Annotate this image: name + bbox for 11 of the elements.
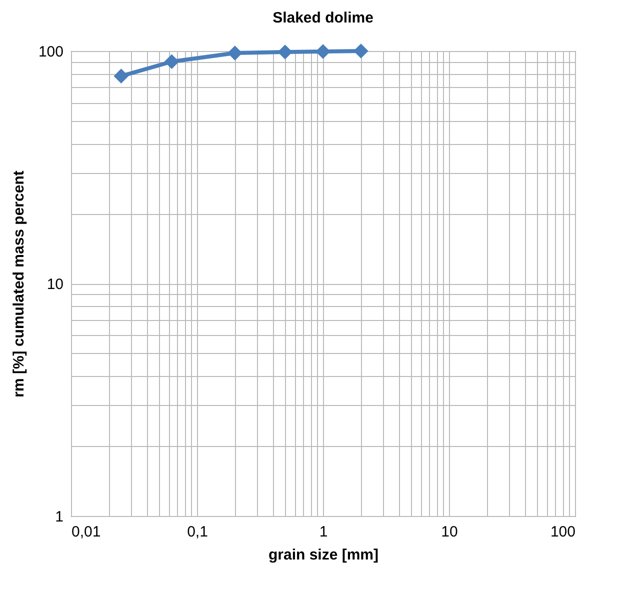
x-tick-label: 100 <box>550 524 576 540</box>
x-tick-label: 1 <box>319 524 328 540</box>
x-axis-title: grain size [mm] <box>268 546 379 564</box>
chart-title: Slaked dolime <box>272 10 374 27</box>
x-tick-label: 10 <box>441 524 458 540</box>
x-tick-label: 0,01 <box>72 524 101 540</box>
y-tick-label: 1 <box>55 508 64 526</box>
x-tick-label: 0,1 <box>187 524 208 540</box>
y-tick-label: 100 <box>38 44 64 60</box>
y-axis-title: rm [%] cumulated mass percent <box>10 170 28 398</box>
y-tick-label: 10 <box>46 276 64 293</box>
